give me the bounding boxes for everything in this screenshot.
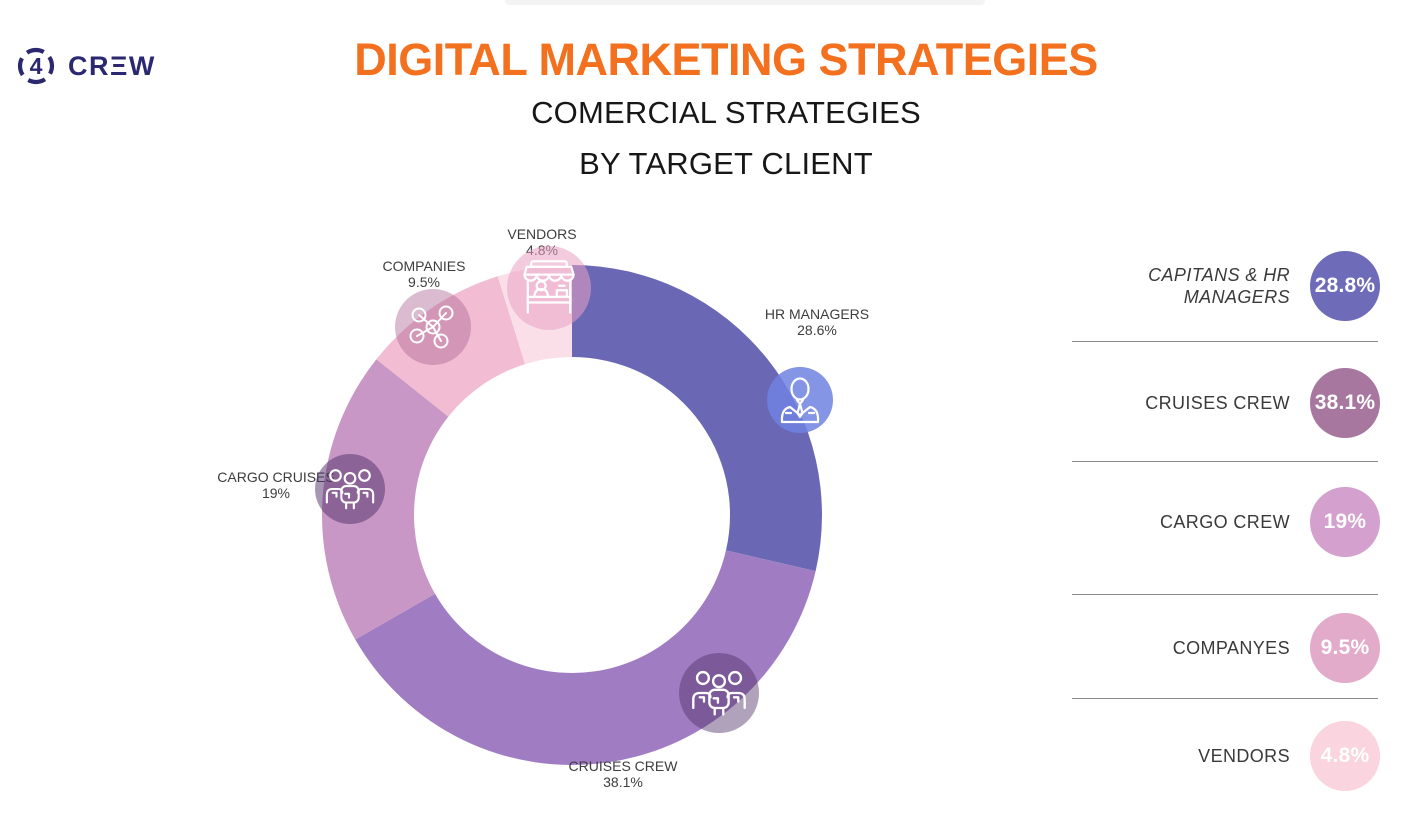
network-icon [409, 305, 454, 349]
cruises-crew-badge [679, 653, 759, 733]
callout-hr-managers-label: HR MANAGERS [764, 306, 870, 322]
callout-cargo-cruises: CARGO CRUISES 19% [217, 469, 334, 501]
header: DIGITAL MARKETING STRATEGIES COMERCIAL S… [40, 36, 1412, 182]
legend-label: CRUISES CREW [1145, 392, 1290, 413]
callout-companies-label: COMPANIES [382, 258, 466, 274]
brand-wordmark: CRΞW [68, 50, 156, 81]
brand-logo: 4 CRΞW [12, 42, 156, 90]
callout-vendors-label: VENDORS [507, 226, 577, 242]
legend-divider [1072, 594, 1378, 595]
logo-number: 4 [30, 53, 43, 79]
legend-divider [1072, 461, 1378, 462]
legend-row-companyes: COMPANYES 9.5% [1020, 613, 1380, 683]
callout-hr-managers: HR MANAGERS 28.6% [765, 306, 869, 338]
donut-segment-cruises-crew [355, 550, 816, 765]
legend-label: COMPANYES [1172, 637, 1290, 658]
callout-hr-managers-value: 28.6% [797, 322, 837, 339]
page-subtitle-line2: BY TARGET CLIENT [579, 146, 873, 182]
callout-cargo-cruises-label: CARGO CRUISES [217, 469, 335, 485]
callout-cruises-crew: CRUISES CREW 38.1% [569, 758, 678, 790]
legend-row-cargo-crew: CARGO CREW 19% [1020, 487, 1380, 557]
legend-value: 28.8% [1314, 274, 1376, 297]
cargo-crew-badge [315, 454, 385, 524]
callout-companies-value: 9.5% [408, 274, 440, 291]
donut-segment-companies [376, 276, 526, 417]
legend-divider [1072, 698, 1378, 699]
hr-manager-icon [780, 377, 820, 424]
legend-value: 38.1% [1314, 391, 1376, 414]
legend-value-circle: 19% [1310, 487, 1380, 557]
legend-row-vendors: VENDORS 4.8% [1020, 721, 1380, 791]
callout-cruises-crew-value: 38.1% [603, 774, 643, 791]
donut-segment-cargo-cruises [322, 359, 449, 640]
page-title: DIGITAL MARKETING STRATEGIES [354, 34, 1098, 85]
vendors-badge [507, 246, 591, 330]
callout-companies: COMPANIES 9.5% [383, 258, 466, 290]
legend-label: CAPITANS & HR MANAGERS [1148, 264, 1290, 308]
legend-label: VENDORS [1198, 745, 1290, 766]
callout-cruises-crew-label: CRUISES CREW [568, 758, 678, 774]
legend-divider [1072, 341, 1378, 342]
market-stall-icon [523, 260, 575, 314]
donut-segment-hr-managers [572, 265, 822, 572]
legend-value: 4.8% [1320, 744, 1370, 767]
legend-row-cruises-crew: CRUISES CREW 38.1% [1020, 368, 1380, 438]
logo-4-circle-icon: 4 [17, 47, 55, 85]
legend-label: CARGO CREW [1160, 511, 1290, 532]
legend-value-circle: 4.8% [1310, 721, 1380, 791]
legend-value-circle: 28.8% [1310, 251, 1380, 321]
crew-group-icon [692, 670, 746, 716]
legend-row-capitans-hr-managers: CAPITANS & HR MANAGERS 28.8% [1020, 251, 1380, 321]
legend-value-circle: 9.5% [1310, 613, 1380, 683]
page-subtitle-line1: COMERCIAL STRATEGIES [531, 95, 921, 131]
crew-group-icon [325, 469, 375, 510]
legend-value: 9.5% [1320, 636, 1370, 659]
hr-manager-badge [767, 367, 833, 433]
legend-value: 19% [1323, 510, 1367, 533]
legend-value-circle: 38.1% [1310, 368, 1380, 438]
top-accent-bar [505, 0, 985, 5]
companies-badge [395, 289, 471, 365]
callout-cargo-cruises-value: 19% [261, 485, 291, 502]
